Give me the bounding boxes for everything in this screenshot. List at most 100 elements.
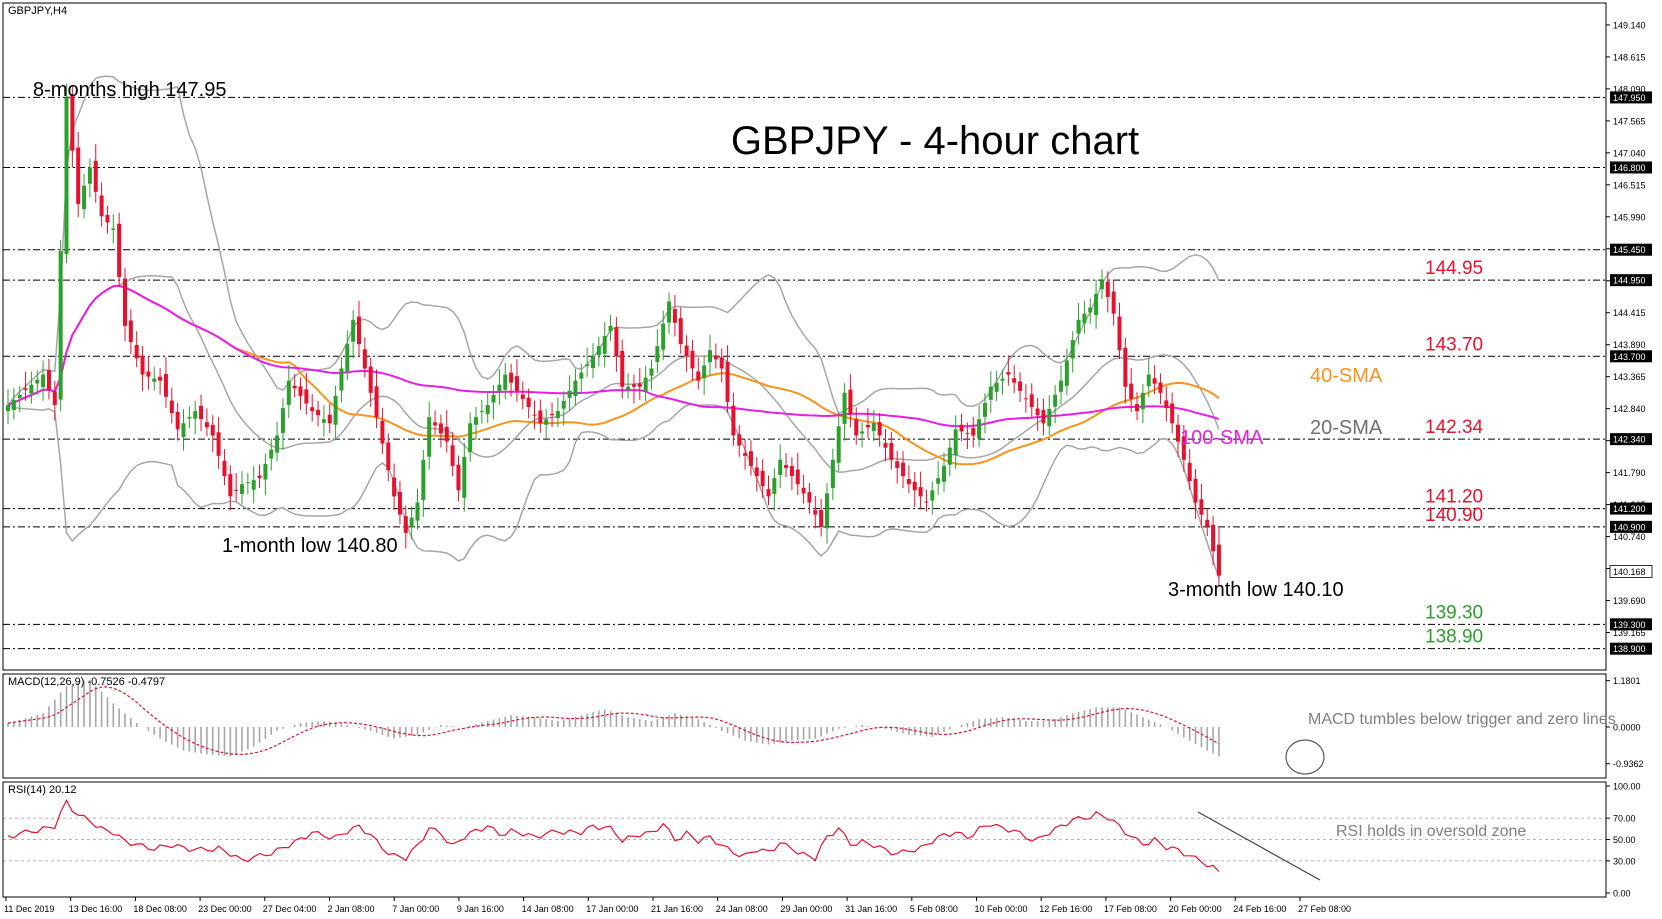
candle [918, 471, 923, 510]
candle [58, 239, 63, 412]
rsi-axis-label: 70.00 [1613, 814, 1636, 824]
candle [351, 310, 356, 359]
candle [105, 205, 110, 234]
candle [433, 410, 438, 435]
level-label: 142.34 [1425, 417, 1484, 438]
candle [754, 457, 759, 492]
candle [1170, 392, 1175, 434]
candle [415, 488, 420, 530]
candle [509, 363, 514, 397]
candle [860, 422, 865, 448]
candle [1029, 383, 1034, 417]
candle [1199, 483, 1204, 528]
candle [269, 438, 274, 471]
candle [216, 416, 221, 469]
candle [1076, 302, 1081, 345]
svg-text:138.900: 138.900 [1613, 644, 1646, 654]
candle [6, 389, 10, 425]
candle [766, 475, 771, 506]
price-axis-label: 144.415 [1613, 308, 1646, 318]
candle [1140, 384, 1145, 424]
candle [316, 400, 321, 427]
candle [801, 474, 806, 504]
macd-panel-frame [2, 673, 1607, 779]
candle [514, 359, 519, 402]
candle [643, 365, 648, 402]
price-panel-frame [2, 2, 1607, 671]
candle [842, 383, 847, 441]
bollinger-bands [7, 75, 1220, 579]
macd-panel: MACD(12,26,9) -0.7526 -0.4797 MACD tumbl… [2, 673, 1644, 779]
candle [1099, 269, 1104, 299]
candle [784, 453, 789, 478]
candle [1064, 348, 1069, 395]
candle [994, 370, 999, 402]
candle [280, 398, 285, 450]
candle [1041, 398, 1046, 436]
candle [591, 343, 595, 379]
candle [222, 449, 227, 486]
candle [924, 489, 929, 512]
candle [959, 413, 964, 442]
candle [1035, 398, 1040, 431]
candle [982, 393, 987, 434]
time-axis-label: 23 Dec 00:00 [198, 904, 252, 914]
rsi-panel: RSI(14) 20.12 RSI holds in oversold zone… [2, 781, 1641, 899]
candle [748, 440, 753, 476]
candle [731, 392, 736, 446]
candle [327, 403, 332, 434]
price-axis-label: 141.790 [1613, 468, 1646, 478]
candle [596, 337, 601, 367]
candle [544, 408, 549, 441]
candle [1070, 331, 1075, 373]
candle [41, 360, 46, 401]
candle [485, 391, 490, 423]
level-label: 140.90 [1425, 505, 1483, 526]
candle [386, 433, 391, 482]
candle [128, 309, 133, 354]
candle [655, 329, 660, 373]
candle [696, 357, 701, 390]
price-axis-label: 143.365 [1613, 372, 1646, 382]
candle [567, 375, 572, 411]
candle [29, 371, 34, 404]
candle [1059, 365, 1063, 405]
candle [1193, 468, 1198, 520]
candle [140, 346, 145, 392]
candle [64, 83, 69, 263]
price-axis-label: 147.040 [1613, 148, 1646, 158]
price-axis: 149.140 148.615 148.090 147.565 147.040 146.5… [1606, 20, 1653, 655]
candle [1164, 386, 1169, 422]
candle [1216, 527, 1221, 587]
level-price-tag: 141.200 [1610, 502, 1652, 515]
rsi-annotation: RSI holds in oversold zone [1336, 823, 1526, 840]
candle [450, 432, 455, 477]
candle [409, 506, 414, 540]
candle [977, 405, 982, 448]
macd-axis-label: 1.1801 [1613, 676, 1641, 686]
candle [971, 416, 976, 448]
candle [1111, 280, 1116, 326]
candle [70, 85, 75, 168]
bollinger-upper [7, 75, 1220, 415]
bollinger-lower [7, 403, 1220, 579]
candle [152, 366, 157, 391]
candle [1012, 365, 1017, 394]
candle [380, 407, 385, 454]
macd-axis-label: -0.9362 [1613, 759, 1644, 769]
candle [930, 481, 935, 515]
candle [608, 314, 613, 342]
level-price-tag: 142.340 [1610, 433, 1652, 446]
candle [362, 337, 367, 378]
candle [947, 438, 952, 476]
candle [111, 214, 116, 244]
candle [725, 345, 730, 413]
candle [555, 397, 560, 427]
candle [1181, 424, 1186, 472]
time-axis-label: 21 Jan 16:00 [651, 904, 703, 914]
candle [117, 212, 122, 287]
candle [743, 439, 748, 470]
candle [1146, 357, 1151, 398]
candle [263, 453, 268, 496]
